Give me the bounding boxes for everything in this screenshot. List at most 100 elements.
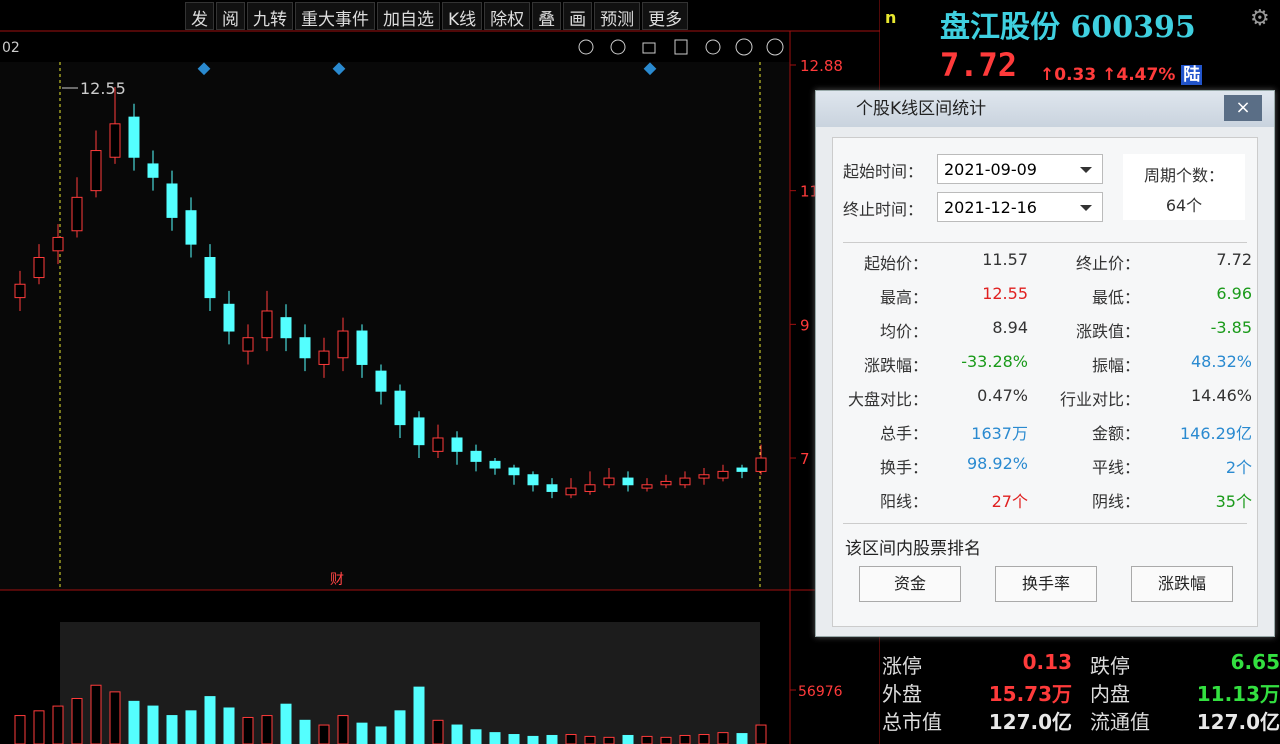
stat-value: 48.32% <box>1190 352 1252 371</box>
candle-body <box>223 303 235 332</box>
volume-bar <box>204 696 216 744</box>
rank-button[interactable]: 涨跌幅 <box>1131 566 1233 602</box>
candle-body <box>432 437 444 452</box>
candle-body <box>299 337 311 359</box>
candle-body <box>356 330 368 365</box>
toolbar-button[interactable]: 叠 <box>532 2 562 30</box>
candle-body <box>584 484 596 492</box>
stat-label: 起始价： <box>863 254 928 273</box>
volume-bar <box>33 710 45 744</box>
price: 7.72 <box>940 46 1018 84</box>
stat-label: 阴线： <box>1091 492 1140 511</box>
volume-bar <box>584 735 596 744</box>
volume-bar <box>451 724 463 744</box>
volume-bar <box>394 710 406 744</box>
volume-bar <box>508 734 520 744</box>
volume-bar <box>337 715 349 744</box>
icon[interactable] <box>578 39 594 55</box>
stat-label: 平线： <box>1091 458 1140 477</box>
candle-body <box>413 417 425 446</box>
candle-body <box>660 480 672 486</box>
change-pct: ↑4.47% <box>1102 65 1176 85</box>
stat-value: 27个 <box>991 492 1028 511</box>
toolbar-button[interactable]: 除权 <box>484 2 531 30</box>
close-button[interactable]: × <box>1224 95 1262 121</box>
volume-bar <box>128 700 140 744</box>
stock-name: 盘江股份 <box>940 10 1060 45</box>
candle-body <box>318 350 330 365</box>
volume-bar <box>147 705 159 744</box>
rank-button[interactable]: 资金 <box>859 566 961 602</box>
icon[interactable] <box>766 38 784 56</box>
candle-body <box>451 437 463 452</box>
dialog-panel: 起始时间： 2021-09-09 终止时间： 2021-12-16 周期个数： … <box>832 137 1258 627</box>
icon[interactable] <box>674 39 688 55</box>
volume-bg <box>60 622 760 744</box>
candle-body <box>185 210 197 245</box>
start-select[interactable]: 2021-09-09 <box>937 154 1103 184</box>
event-marker[interactable]: 财 <box>330 572 344 588</box>
stat-value: -33.28% <box>961 352 1028 371</box>
volume-bar <box>527 735 539 744</box>
candle-body <box>755 457 767 472</box>
volume-bar <box>622 734 634 744</box>
stat-label: 总手： <box>879 424 928 443</box>
separator <box>843 242 1247 243</box>
stat-value: 6.96 <box>1216 284 1252 303</box>
kline-chart: 02 12.55 财 12.88 11 9 7 56976 <box>0 0 880 744</box>
dialog: 个股K线区间统计 × 起始时间： 2021-09-09 终止时间： 2021-12… <box>815 90 1275 637</box>
volume-bar <box>660 736 672 744</box>
candle-body <box>109 123 121 158</box>
icon[interactable] <box>642 42 656 54</box>
toolbar-button[interactable]: K线 <box>442 2 483 30</box>
stat-value: 0.47% <box>977 386 1028 405</box>
candle-body <box>242 337 254 352</box>
stat-label: 金额： <box>1091 424 1140 443</box>
icon[interactable] <box>610 39 626 55</box>
icon[interactable] <box>705 39 721 55</box>
info-value: 0.13 <box>1022 650 1072 674</box>
diamond[interactable] <box>332 62 346 76</box>
info-label: 涨停 <box>882 654 922 678</box>
volume-tick-label: 56976 <box>798 684 843 700</box>
volume-bar <box>413 686 425 744</box>
stat-label: 大盘对比： <box>847 390 928 409</box>
volume-bar <box>755 724 767 744</box>
icon[interactable] <box>735 38 753 56</box>
settings-icon[interactable]: ⚙ <box>1250 6 1270 31</box>
info-label: 流通值 <box>1090 710 1150 734</box>
stat-label: 均价： <box>879 322 928 341</box>
end-select[interactable]: 2021-12-16 <box>937 192 1103 222</box>
stat-label: 振幅： <box>1091 356 1140 375</box>
volume-bar <box>109 691 121 744</box>
candle-body <box>679 477 691 486</box>
toolbar-button[interactable]: 阅 <box>216 2 245 30</box>
toolbar-button[interactable]: 画 <box>563 2 593 30</box>
info-label: 内盘 <box>1090 682 1130 706</box>
volume-bar <box>261 715 273 744</box>
change: ↑0.33 <box>1040 65 1097 85</box>
candle-body <box>128 116 140 158</box>
stat-label: 最高： <box>879 288 928 307</box>
stat-value: 98.92% <box>966 454 1028 473</box>
badge: 陆 <box>1181 65 1203 85</box>
toolbar-button[interactable]: 九转 <box>247 2 293 30</box>
high-label: 12.55 <box>80 79 126 98</box>
candle-body <box>641 484 653 489</box>
toolbar-button[interactable]: 发 <box>185 2 214 30</box>
diamond[interactable] <box>197 62 211 76</box>
candle-body <box>90 150 102 192</box>
rank-button[interactable]: 换手率 <box>995 566 1097 602</box>
toolbar-button[interactable]: 加自选 <box>377 2 440 30</box>
y-tick-label: 7 <box>800 450 810 468</box>
volume-bar <box>280 703 292 744</box>
info-label: 跌停 <box>1090 654 1130 678</box>
toolbar-button[interactable]: 重大事件 <box>295 2 375 30</box>
candle-body <box>508 467 520 476</box>
toolbar-button[interactable]: 预测 <box>594 2 641 30</box>
volume-bar <box>166 715 178 744</box>
stat-value: 146.29亿 <box>1180 424 1252 443</box>
toolbar-button[interactable]: 更多 <box>642 2 689 30</box>
end-label: 终止时间： <box>843 200 924 219</box>
